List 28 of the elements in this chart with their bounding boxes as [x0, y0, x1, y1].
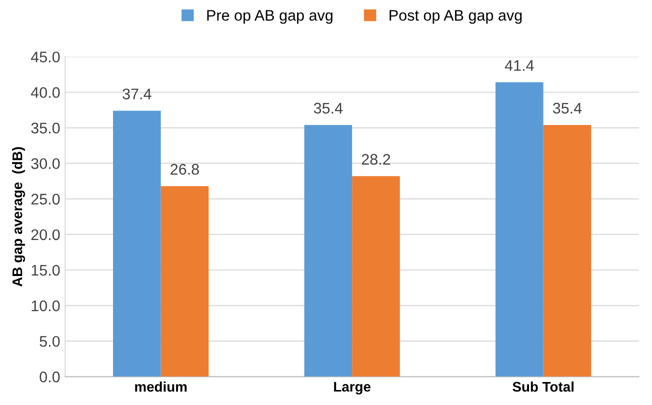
- bar: [304, 124, 352, 377]
- bar: [496, 82, 544, 377]
- data-label: 28.2: [362, 154, 390, 165]
- legend-label: Pre op AB gap avg: [207, 10, 332, 24]
- y-tick-label: 25.0: [31, 194, 60, 205]
- bar: [543, 124, 592, 377]
- y-tick-label: 30.0: [31, 158, 60, 170]
- y-tick-label: 15.0: [32, 264, 60, 276]
- x-tick-label: Large: [334, 382, 371, 394]
- data-label: 26.8: [170, 164, 199, 175]
- legend-label: Post op AB gap avg: [390, 10, 522, 24]
- y-tick-label: 40.0: [30, 87, 60, 98]
- data-label: 35.4: [552, 102, 582, 114]
- data-label: 37.4: [122, 88, 152, 100]
- y-tick-label: 5.0: [40, 336, 60, 347]
- y-axis-title: AB gap average (dB): [12, 147, 26, 287]
- x-tick-label: medium: [135, 382, 187, 392]
- data-label: 35.4: [314, 102, 343, 114]
- y-tick-label: 35.0: [31, 122, 60, 134]
- y-tick-label: 20.0: [31, 229, 60, 240]
- bar: [113, 110, 161, 377]
- data-label: 41.4: [504, 60, 534, 71]
- bar: [352, 176, 400, 377]
- bar: [160, 186, 209, 377]
- y-tick-label: 10.0: [32, 300, 60, 312]
- y-tick-label: 45.0: [30, 52, 60, 62]
- y-tick-label: 0.0: [40, 372, 60, 382]
- x-tick-label: Sub Total: [512, 382, 574, 392]
